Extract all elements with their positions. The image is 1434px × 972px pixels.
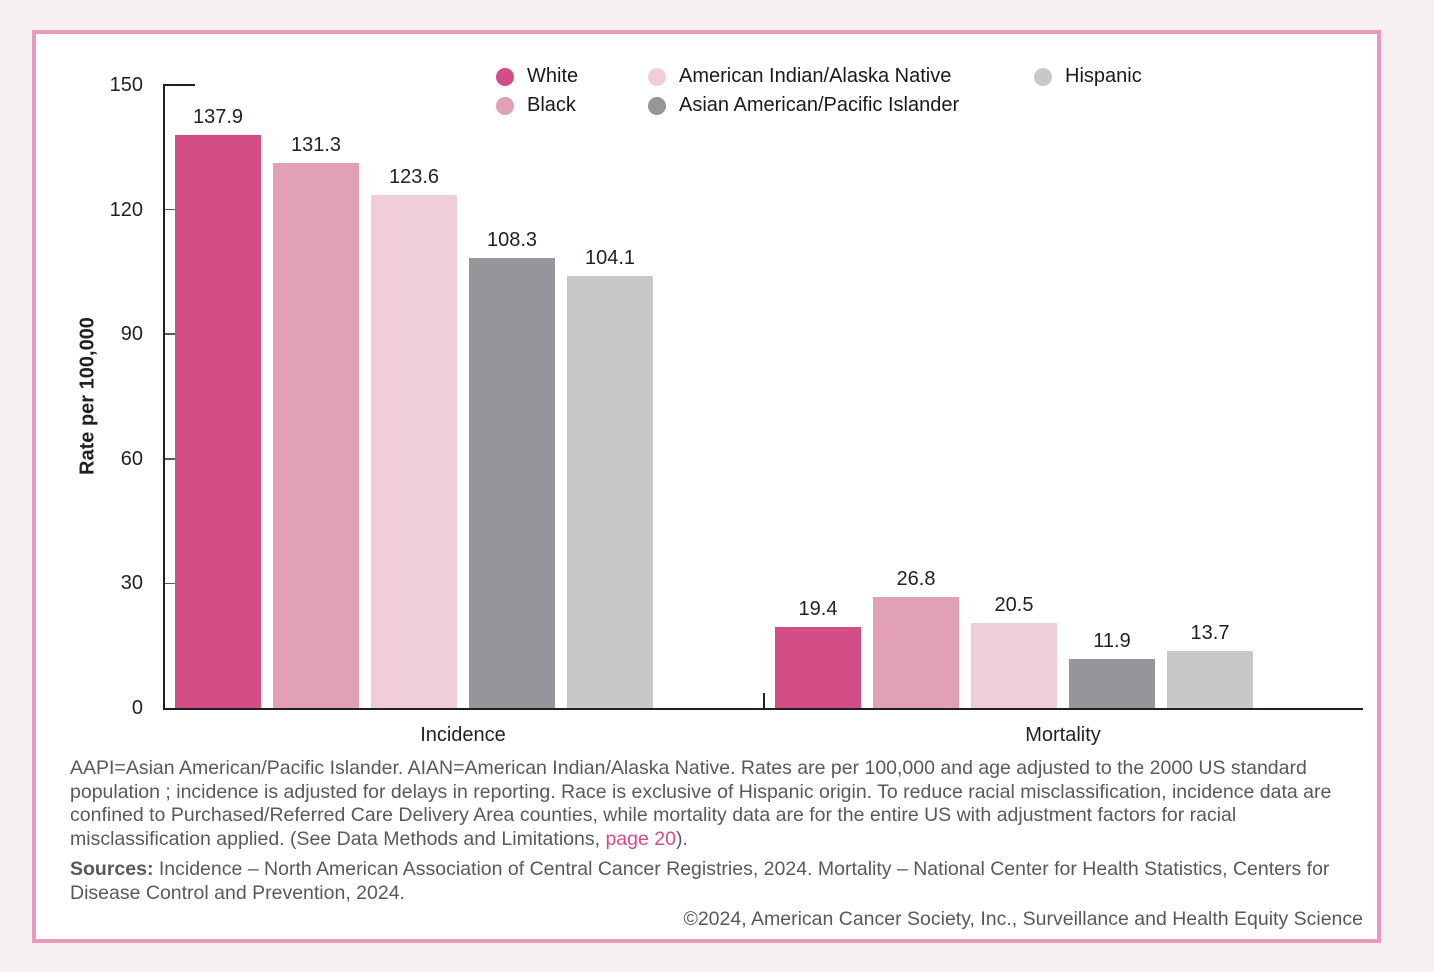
- bar-asian-american-pacific-islander-incidence: [469, 258, 555, 708]
- legend-label-white: White: [527, 65, 579, 87]
- value-label-white-mortality: 19.4: [798, 598, 838, 621]
- legend-swatch-black-icon: [496, 96, 514, 115]
- bar-white-mortality: [775, 627, 861, 708]
- sources-text: Incidence – North American Association o…: [70, 858, 1330, 904]
- bar-hispanic-mortality: [1167, 651, 1253, 708]
- y-tick-label-150: 150: [109, 74, 143, 96]
- value-label-black-incidence: 131.3: [290, 133, 342, 156]
- y-tick-label-0: 0: [131, 697, 143, 719]
- legend-item-hispanic: Hispanic: [1034, 62, 1142, 91]
- value-label-hispanic-incidence: 104.1: [584, 246, 636, 269]
- legend-column: Hispanic: [1034, 62, 1142, 91]
- legend-swatch-american-indian-alaska-native-icon: [648, 67, 666, 86]
- y-axis-line: [163, 85, 165, 708]
- footnote-text: AAPI=Asian American/Pacific Islander. AI…: [70, 757, 1332, 850]
- legend-swatch-hispanic-icon: [1034, 67, 1052, 86]
- y-tick-mark-90: [163, 333, 177, 335]
- footnote: AAPI=Asian American/Pacific Islander. AI…: [70, 757, 1368, 851]
- value-label-asian-american-pacific-islander-mortality: 11.9: [1093, 629, 1131, 652]
- y-tick-label-120: 120: [109, 198, 143, 221]
- value-label-asian-american-pacific-islander-incidence: 108.3: [486, 229, 538, 252]
- bar-american-indian-alaska-native-mortality: [971, 622, 1057, 708]
- value-label-black-mortality: 26.8: [896, 567, 936, 590]
- value-label-white-incidence: 137.9: [192, 106, 244, 129]
- y-tick-label-60: 60: [120, 447, 143, 470]
- bar-asian-american-pacific-islander-mortality: [1069, 658, 1155, 708]
- x-axis-line: [163, 708, 1363, 710]
- legend-item-black: Black: [496, 91, 578, 120]
- page-20-link[interactable]: page 20: [605, 827, 676, 850]
- value-label-american-indian-alaska-native-incidence: 123.6: [388, 165, 440, 188]
- group-separator-tick: [763, 693, 765, 708]
- legend-label-american-indian-alaska-native: American Indian/Alaska Native: [679, 65, 952, 87]
- copyright-line: ©2024, American Cancer Society, Inc., Su…: [683, 908, 1363, 930]
- category-label-mortality: Mortality: [1025, 724, 1101, 746]
- legend-column: White Black: [496, 62, 578, 120]
- legend-item-asian-american-pacific-islander: Asian American/Pacific Islander: [648, 91, 959, 120]
- footnote-text-end: ).: [675, 827, 688, 850]
- bar-american-indian-alaska-native-incidence: [371, 194, 457, 708]
- bar-black-incidence: [273, 162, 359, 708]
- bar-hispanic-incidence: [567, 275, 653, 708]
- legend-item-white: White: [496, 62, 578, 91]
- legend-label-hispanic: Hispanic: [1065, 65, 1142, 87]
- bar-white-incidence: [175, 135, 261, 708]
- value-label-hispanic-mortality: 13.7: [1190, 622, 1230, 645]
- legend-label-asian-american-pacific-islander: Asian American/Pacific Islander: [679, 94, 960, 116]
- y-tick-mark-150: [163, 84, 195, 86]
- legend-item-american-indian-alaska-native: American Indian/Alaska Native: [648, 62, 959, 91]
- legend-swatch-white-icon: [496, 67, 514, 86]
- figure-card: White Black American Indian/Alaska Native A…: [32, 30, 1381, 943]
- y-tick-mark-120: [163, 208, 177, 211]
- value-label-american-indian-alaska-native-mortality: 20.5: [994, 593, 1034, 616]
- category-label-incidence: Incidence: [420, 724, 506, 746]
- y-tick-mark-60: [163, 458, 177, 460]
- legend-swatch-asian-american-pacific-islander-icon: [648, 96, 666, 115]
- y-tick-label-90: 90: [120, 323, 143, 346]
- legend-column: American Indian/Alaska Native Asian Ameri…: [648, 62, 959, 120]
- sources-label: Sources:: [70, 858, 154, 880]
- bar-black-mortality: [873, 596, 959, 708]
- y-tick-label-30: 30: [120, 572, 143, 595]
- sources-note: Sources: Incidence – North American Asso…: [70, 858, 1368, 905]
- legend-label-black: Black: [527, 94, 576, 116]
- y-tick-mark-30: [163, 582, 177, 585]
